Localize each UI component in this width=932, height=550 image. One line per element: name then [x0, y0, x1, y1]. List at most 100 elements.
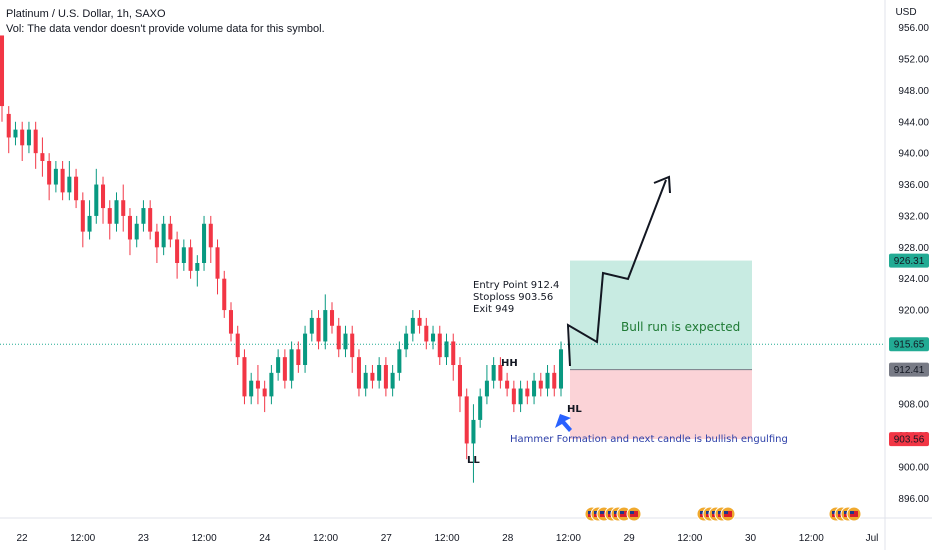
y-tick-label: 908.00 [898, 400, 929, 411]
candle-body [491, 365, 496, 381]
price-label-stop: 903.56 [889, 432, 929, 447]
candle-body [53, 168, 58, 185]
ll-label: LL [467, 455, 480, 466]
event-icon-canton [608, 511, 612, 514]
candle-body [87, 215, 92, 232]
candle-body [276, 357, 281, 373]
x-tick-label: 12:00 [192, 533, 217, 544]
projection-arrow-head [653, 175, 671, 194]
candle-body [370, 372, 375, 381]
event-icon-canton [850, 511, 854, 514]
y-tick-label: 924.00 [898, 274, 929, 285]
bull-run-label: Bull run is expected [621, 320, 740, 334]
hh-label: HH [501, 358, 518, 369]
candle-body [377, 365, 382, 381]
candle-body [195, 263, 200, 271]
chart-header: Platinum / U.S. Dollar, 1h, SAXO Vol: Th… [6, 7, 325, 37]
price-label-value: 915.65 [894, 340, 925, 351]
event-icon-canton [614, 511, 618, 514]
candle-body [6, 113, 11, 138]
price-label-entry: 912.41 [889, 362, 929, 377]
candle-body [134, 223, 139, 240]
event-icon-canton [630, 511, 634, 514]
candle-body [249, 380, 254, 397]
price-label-bg [889, 362, 929, 377]
candle-body [545, 372, 550, 389]
candle-body [255, 380, 260, 389]
candle-body [168, 223, 173, 240]
candle-body [235, 333, 240, 358]
candle-body [303, 333, 308, 365]
x-tick-label: 28 [502, 533, 514, 544]
price-label-bg [889, 432, 929, 447]
candle-body [390, 372, 395, 389]
candle-body [484, 380, 489, 397]
candle-body [269, 372, 274, 397]
event-flag-icon [846, 506, 862, 522]
price-label-bg [889, 337, 929, 352]
event-icon-canton [700, 511, 704, 514]
candle-body [181, 247, 186, 263]
trade-plan-text: Entry Point 912.4 [473, 280, 559, 291]
y-tick-label: 936.00 [898, 180, 929, 191]
profit-zone [570, 260, 752, 370]
event-icon-canton [832, 511, 836, 514]
candle-body [74, 176, 79, 201]
volume-note: Vol: The data vendor doesn't provide vol… [6, 23, 325, 35]
candle-body [107, 208, 112, 224]
trade-plan-text: Exit 949 [473, 304, 514, 315]
candle-body [309, 317, 314, 334]
y-tick-label: 944.00 [898, 117, 929, 128]
candle-body [350, 333, 355, 358]
x-tick-label: 29 [624, 533, 636, 544]
candle-body [208, 223, 213, 248]
candle-body [60, 168, 65, 193]
x-tick-label: 24 [259, 533, 271, 544]
candle-body [228, 310, 234, 334]
candle-body [161, 223, 166, 248]
candle-body [451, 341, 456, 365]
candle-body [94, 184, 99, 216]
x-tick-label: 12:00 [677, 533, 702, 544]
symbol-title[interactable]: Platinum / U.S. Dollar, 1h, SAXO [6, 8, 166, 20]
x-tick-label: Jul [866, 533, 879, 544]
candle-body [505, 380, 510, 389]
candle-body [397, 349, 402, 373]
candle-body [154, 231, 159, 248]
candle-body [525, 388, 530, 397]
candle-body [47, 161, 52, 185]
event-icon-canton [718, 511, 722, 514]
candle-body [316, 317, 321, 342]
x-tick-label: 23 [138, 533, 150, 544]
candle-body [437, 333, 442, 358]
price-label-value: 926.31 [894, 256, 925, 267]
candle-body [518, 388, 523, 405]
candle-body [323, 310, 328, 342]
price-label-value: 912.41 [894, 365, 925, 376]
candle-body [329, 310, 335, 326]
y-tick-label: 928.00 [898, 243, 929, 254]
candle-body [127, 215, 132, 240]
candle-body [222, 278, 227, 311]
candle-body [67, 176, 72, 193]
y-tick-label: 952.00 [898, 55, 929, 66]
event-icon-canton [620, 511, 624, 514]
candle-body [20, 129, 25, 146]
candle-body [282, 357, 287, 381]
event-icon-canton [838, 511, 842, 514]
candle-body [188, 247, 193, 271]
price-label-value: 903.56 [894, 435, 925, 446]
candle-body [296, 349, 301, 365]
x-tick-label: 12:00 [556, 533, 581, 544]
x-tick-label: 27 [381, 533, 393, 544]
y-tick-label: 896.00 [898, 494, 929, 505]
candle-body [13, 129, 18, 138]
candle-body [80, 200, 85, 232]
candle-body [202, 223, 207, 263]
candle-body [262, 388, 267, 397]
x-tick-label: 12:00 [70, 533, 95, 544]
currency-label: USD [895, 7, 916, 18]
loss-zone [570, 369, 752, 440]
candle-body [471, 419, 476, 444]
